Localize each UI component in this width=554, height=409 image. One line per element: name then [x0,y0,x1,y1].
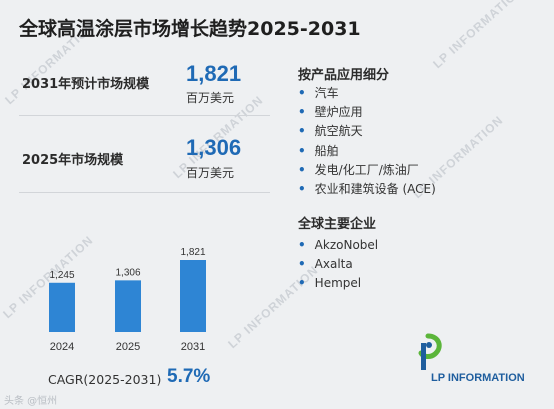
logo-text: LP INFORMATION [431,372,525,384]
stat-2025-value: 1,306 [186,135,242,160]
bar-2024 [49,282,75,332]
segment-item: 航空航天 [298,122,436,141]
stat-2031-label: 2031年预计市场规模 [22,77,150,92]
watermark: LP INFORMATION [430,0,526,72]
stat-2025-label: 2025年市场规模 [22,153,124,168]
stat-2025-unit: 百万美元 [186,166,235,180]
bar-value-label: 1,821 [180,247,205,258]
companies-heading: 全球主要企业 [298,217,377,232]
page-title: 全球高温涂层市场增长趋势2025-2031 [19,18,361,40]
company-item: AkzoNobel [298,236,378,255]
segment-item: 发电/化工厂/炼油厂 [298,161,436,180]
bar-2025 [115,280,141,332]
x-tick-label: 2024 [50,341,74,353]
stat-2031-unit: 百万美元 [186,91,235,105]
company-item: Hempel [298,274,378,293]
cagr-value: 5.7% [167,366,211,387]
segment-item: 船舶 [298,142,436,161]
divider [19,115,270,116]
footer-watermark: 头条 @恒州 [4,396,58,407]
x-tick-label: 2025 [116,341,140,353]
stat-2031-value: 1,821 [186,61,242,86]
segment-item: 汽车 [298,84,436,103]
segment-item: 农业和建筑设备 (ACE) [298,180,436,199]
company-item: Axalta [298,255,378,274]
companies-list: AkzoNobel Axalta Hempel [298,236,378,294]
cagr-label: CAGR(2025-2031) [48,372,162,387]
segment-item: 壁炉应用 [298,103,436,122]
segments-list: 汽车 壁炉应用 航空航天 船舶 发电/化工厂/炼油厂 农业和建筑设备 (ACE) [298,84,436,199]
bar-value-label: 1,245 [49,270,74,281]
bar-value-label: 1,306 [115,267,140,278]
divider [19,192,270,193]
bar-2031 [180,260,206,332]
segments-heading: 按产品应用细分 [298,68,390,83]
market-bar-chart: 1,245 2024 1,306 2025 1,821 2031 [49,247,206,353]
lp-logo-icon [418,333,442,370]
x-tick-label: 2031 [181,341,205,353]
